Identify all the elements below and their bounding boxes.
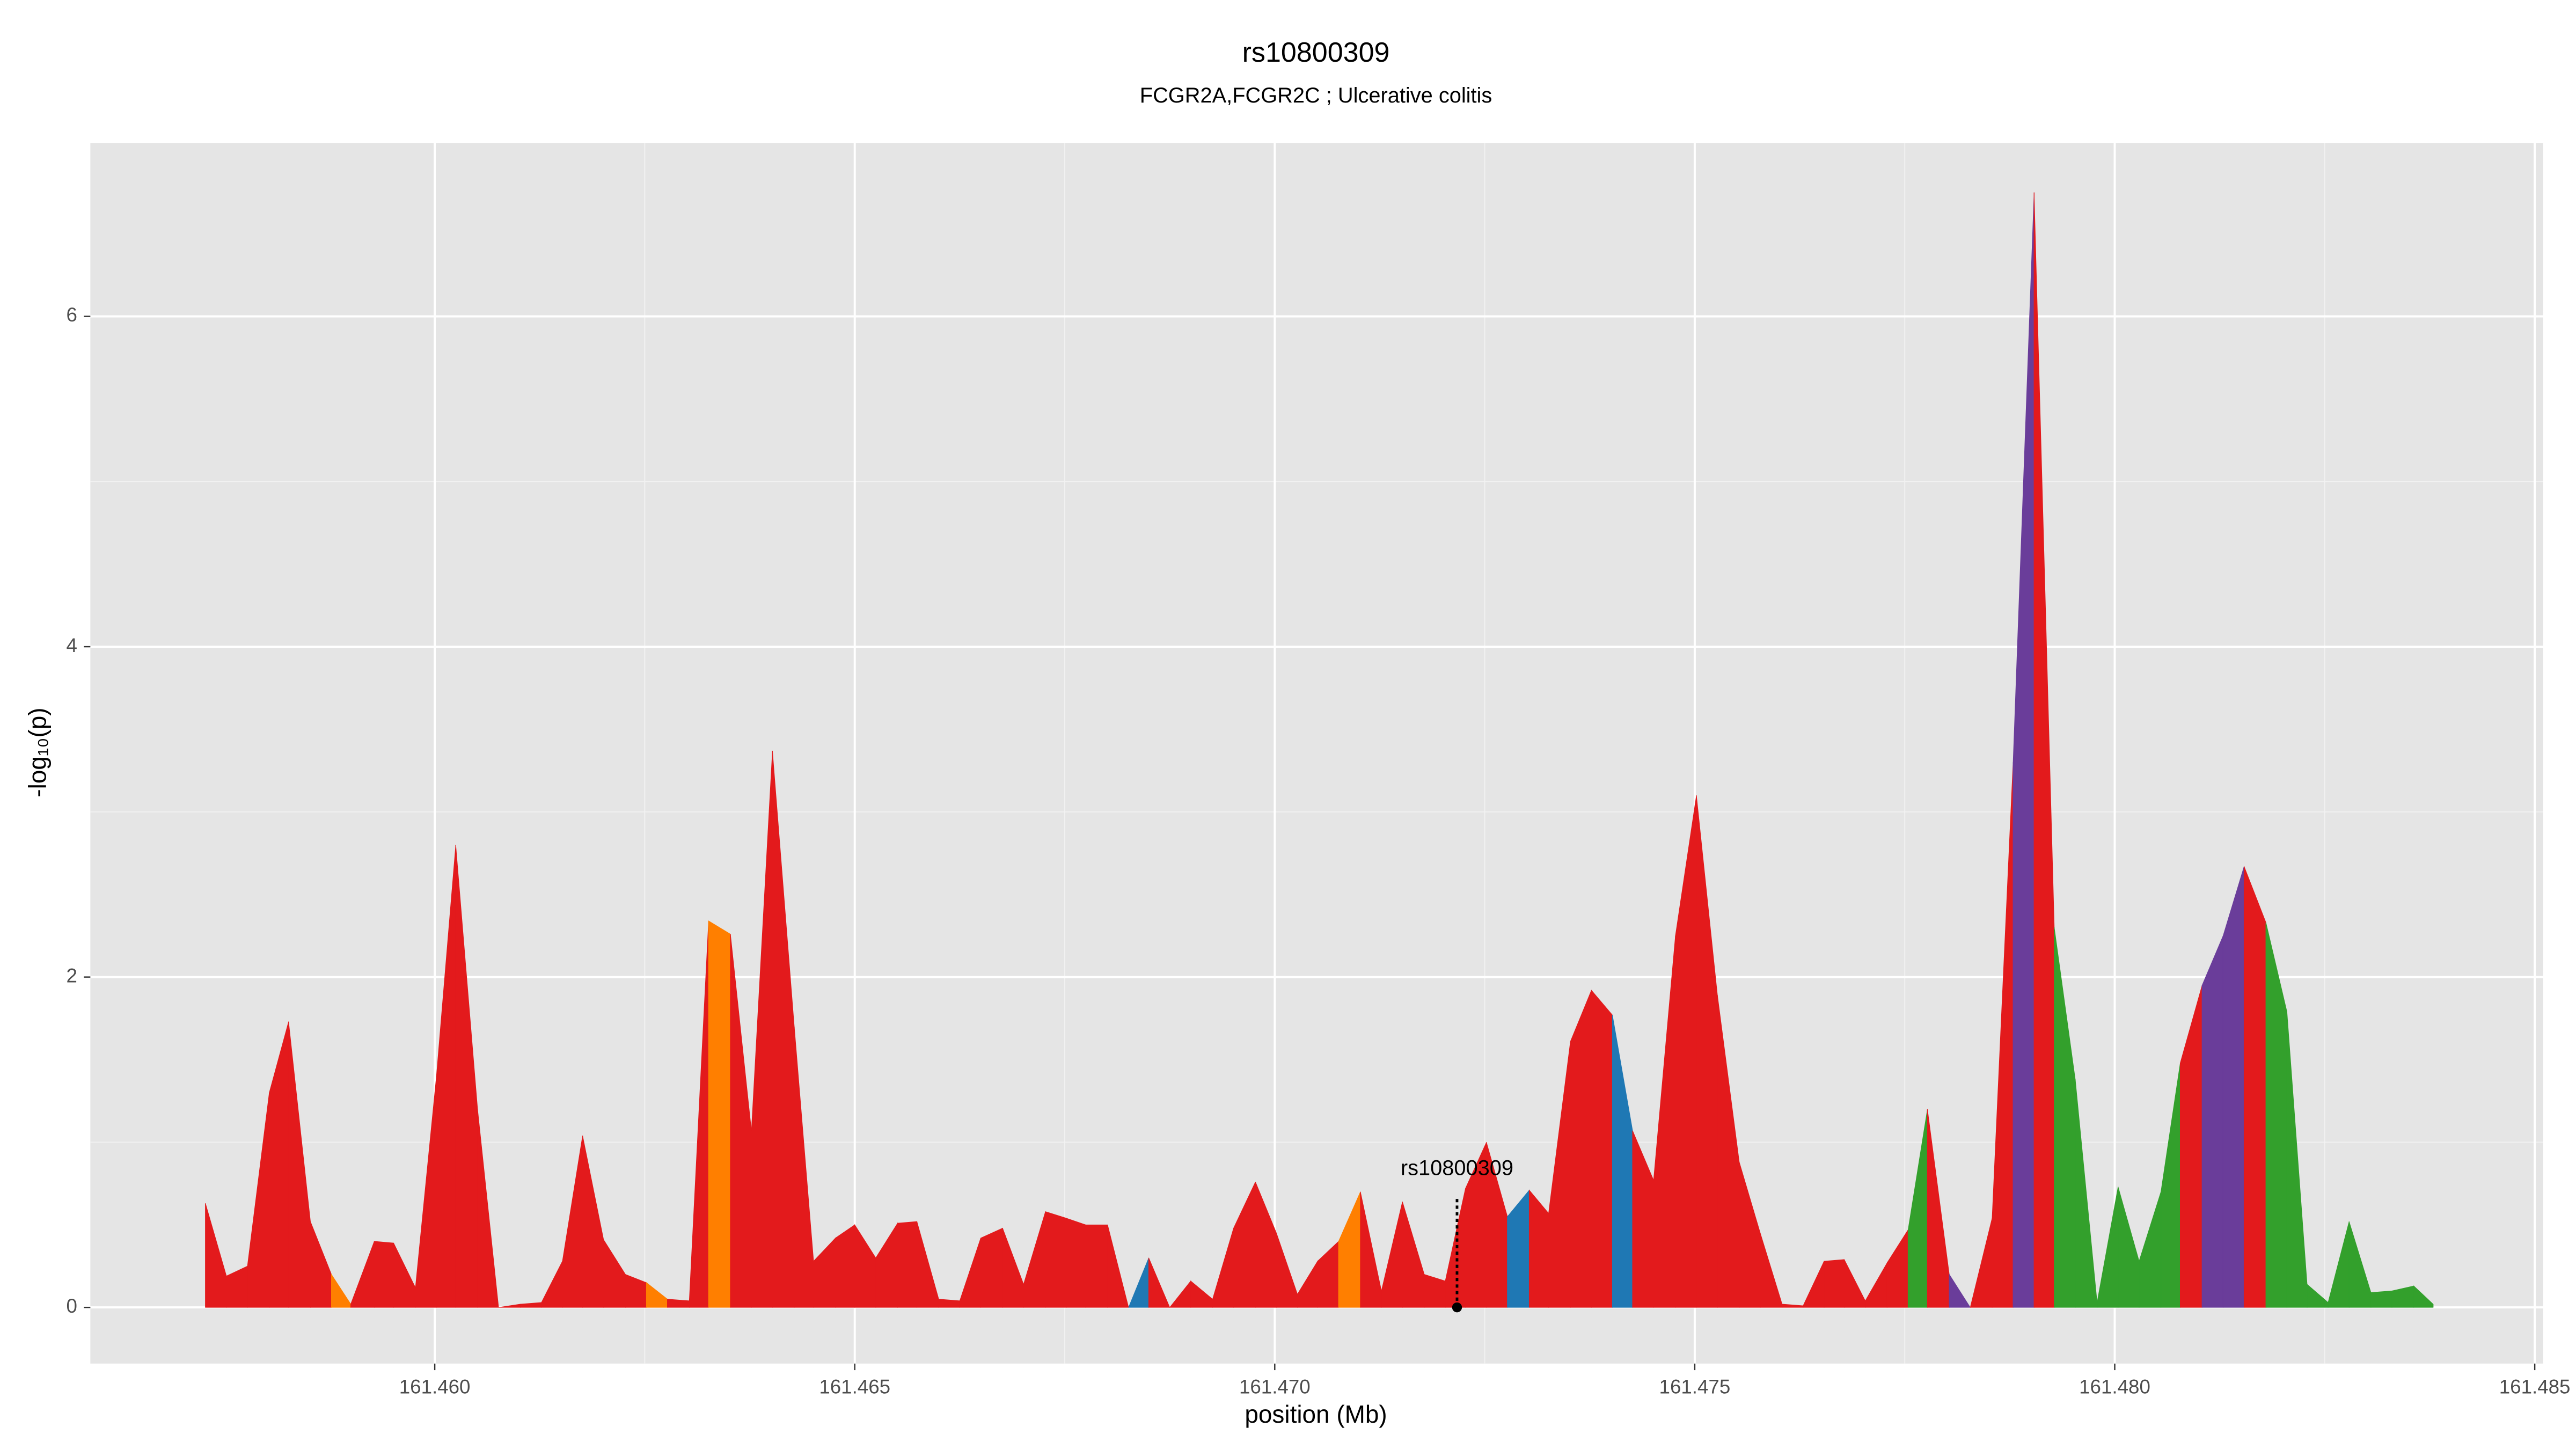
annotation-point — [1452, 1302, 1462, 1313]
x-tick-label: 161.475 — [1659, 1375, 1731, 1397]
x-tick-label: 161.465 — [819, 1375, 890, 1397]
area-segment — [1591, 989, 1613, 1308]
area-segment — [2222, 866, 2245, 1308]
annotation-label: rs10800309 — [1401, 1157, 1513, 1180]
chart-subtitle: FCGR2A,FCGR2C ; Ulcerative colitis — [1140, 84, 1492, 107]
area-segment — [374, 1241, 394, 1308]
area-segment — [980, 1227, 1003, 1308]
chart-title: rs10800309 — [1242, 37, 1390, 68]
area-segment — [2201, 935, 2223, 1308]
area-segment — [835, 1224, 855, 1308]
y-tick-label: 2 — [66, 964, 77, 986]
x-tick-label: 161.480 — [2079, 1375, 2150, 1397]
area-segment — [1570, 990, 1592, 1308]
area-segment — [667, 1299, 690, 1308]
x-tick-label: 161.470 — [1239, 1375, 1311, 1397]
axes: 0 2 4 6 161.460 161.465 161.470 161.475 161.480 1… — [66, 304, 2570, 1397]
area-segment — [1066, 1218, 1086, 1308]
plot-panel — [90, 143, 2543, 1364]
y-tick-label: 6 — [66, 304, 77, 326]
area-segment — [2244, 866, 2266, 1308]
area-segment — [1824, 1259, 1845, 1308]
area-segment — [708, 920, 731, 1308]
x-tick-label: 161.460 — [399, 1375, 471, 1397]
area-segment — [938, 1299, 960, 1308]
y-tick-label: 0 — [66, 1295, 77, 1317]
area-segment — [897, 1221, 917, 1308]
area-segment — [2370, 1290, 2392, 1308]
x-tick-label: 161.485 — [2499, 1375, 2571, 1397]
area-marks: rs10800309 — [205, 192, 2434, 1313]
x-axis-label: position (Mb) — [1245, 1400, 1387, 1428]
y-axis-label: -log₁₀(p) — [24, 707, 52, 797]
area-segment — [1045, 1211, 1067, 1308]
y-tick-label: 4 — [66, 634, 77, 656]
area-segment — [1085, 1224, 1108, 1308]
